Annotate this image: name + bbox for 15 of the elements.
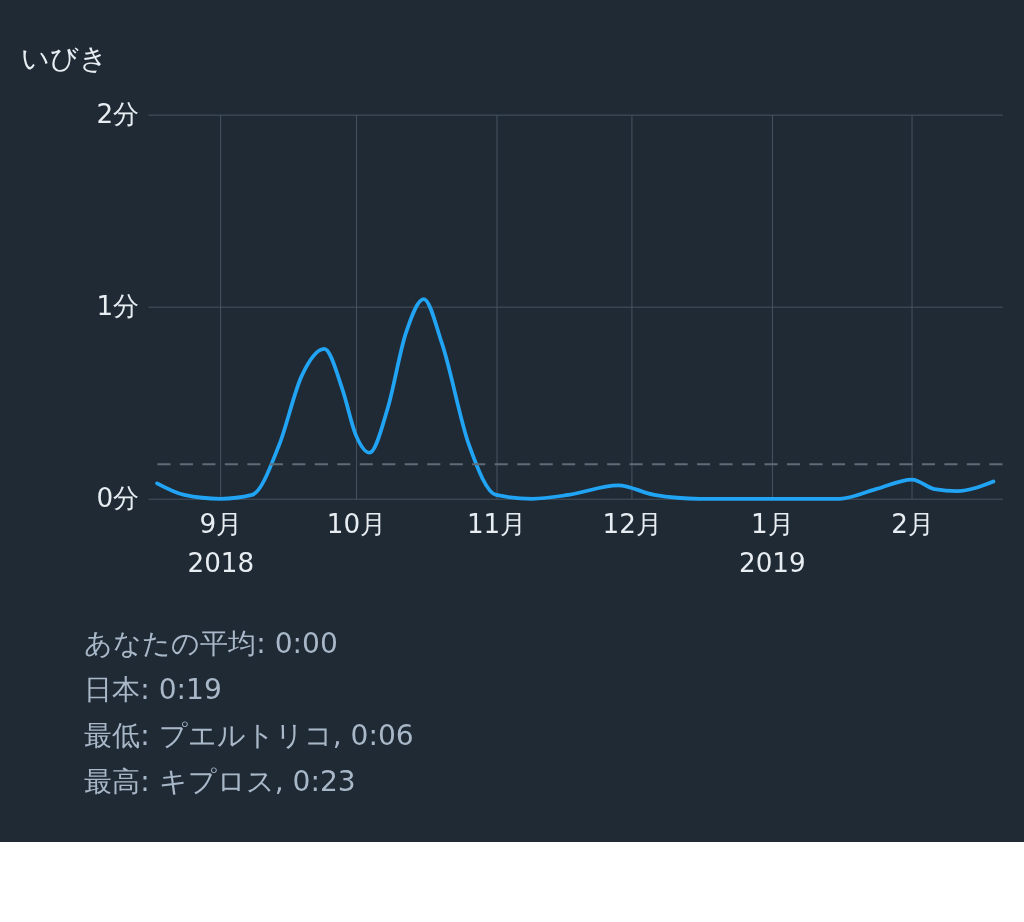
text: 最低: プエルトリコ, 0:06	[84, 719, 414, 753]
chart-title: いびき	[20, 41, 108, 75]
y-tick-label: 0分	[96, 482, 140, 513]
line-series	[155, 297, 996, 501]
y-tick-label: 2分	[96, 98, 140, 129]
y-tick-label: 1分	[96, 290, 140, 321]
x-tick-label: 1月 2019	[738, 508, 806, 579]
text: 最高: キプロス, 0:23	[84, 765, 356, 799]
text: 日本: 0:19	[84, 673, 222, 707]
x-tick-label: 2月	[891, 508, 934, 539]
x-tick-label: 12月	[602, 508, 662, 539]
x-tick-label: 9月 2018	[187, 508, 255, 579]
x-tick-label: 10月	[326, 508, 387, 539]
x-tick-label: 11月	[466, 508, 527, 539]
text: あなたの平均: 0:00	[84, 627, 338, 661]
